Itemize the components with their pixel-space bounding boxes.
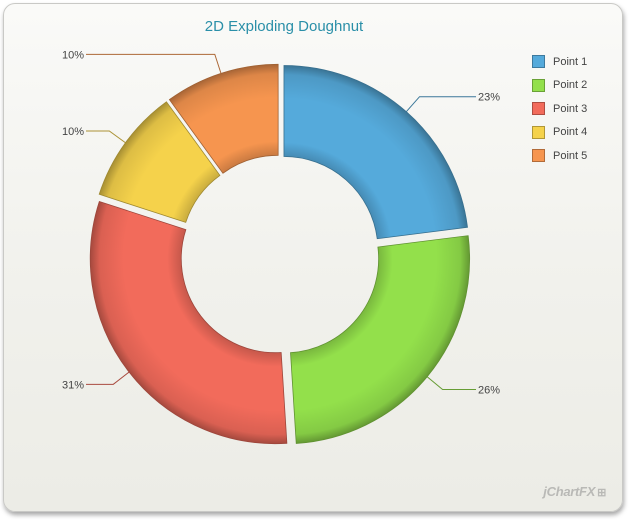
- legend-label-5: Point 5: [553, 149, 588, 162]
- brand-text: jChartFX: [543, 484, 596, 499]
- chart-legend: Point 1 Point 2 Point 3 Point 4 Point 5: [532, 50, 587, 168]
- legend-label-3: Point 3: [553, 102, 588, 115]
- data-label-1: 23%: [478, 92, 500, 104]
- legend-label-4: Point 4: [553, 126, 588, 139]
- brand-icon: ⊞: [597, 487, 606, 499]
- legend-swatch-3: [532, 102, 545, 116]
- brand-logo: jChartFX ⊞: [543, 484, 606, 499]
- legend-swatch-1: [532, 55, 545, 69]
- doughnut-chart: 23% 26% 31% 10% 10%: [62, 49, 500, 445]
- data-label-3: 31%: [62, 379, 84, 391]
- legend-item-3[interactable]: Point 3: [532, 97, 587, 121]
- slice-5[interactable]: [168, 63, 279, 174]
- chart-title: 2D Exploding Doughnut: [204, 18, 364, 35]
- leader-line-2: [426, 376, 476, 390]
- legend-swatch-4: [532, 125, 545, 139]
- slice-3[interactable]: [89, 201, 288, 445]
- legend-label-1: Point 1: [553, 55, 588, 68]
- leader-line-5: [86, 53, 222, 74]
- slice-1[interactable]: [283, 65, 468, 240]
- data-label-4: 10%: [62, 126, 84, 138]
- legend-item-1[interactable]: Point 1: [532, 50, 587, 74]
- leader-line-3: [86, 371, 130, 385]
- legend-label-2: Point 2: [553, 79, 588, 92]
- data-label-5: 10%: [62, 49, 84, 61]
- data-label-2: 26%: [478, 384, 500, 396]
- leader-line-1: [405, 96, 476, 113]
- legend-item-5[interactable]: Point 5: [532, 144, 587, 168]
- legend-swatch-2: [532, 78, 545, 92]
- legend-item-4[interactable]: Point 4: [532, 121, 587, 145]
- leader-line-4: [86, 130, 126, 144]
- slice-2[interactable]: [290, 235, 471, 444]
- slice-4[interactable]: [98, 101, 221, 223]
- chart-frame: 23% 26% 31% 10% 10% 2D Exploding Doughnut Po…: [3, 3, 623, 512]
- legend-swatch-5: [532, 149, 545, 163]
- legend-item-2[interactable]: Point 2: [532, 74, 587, 98]
